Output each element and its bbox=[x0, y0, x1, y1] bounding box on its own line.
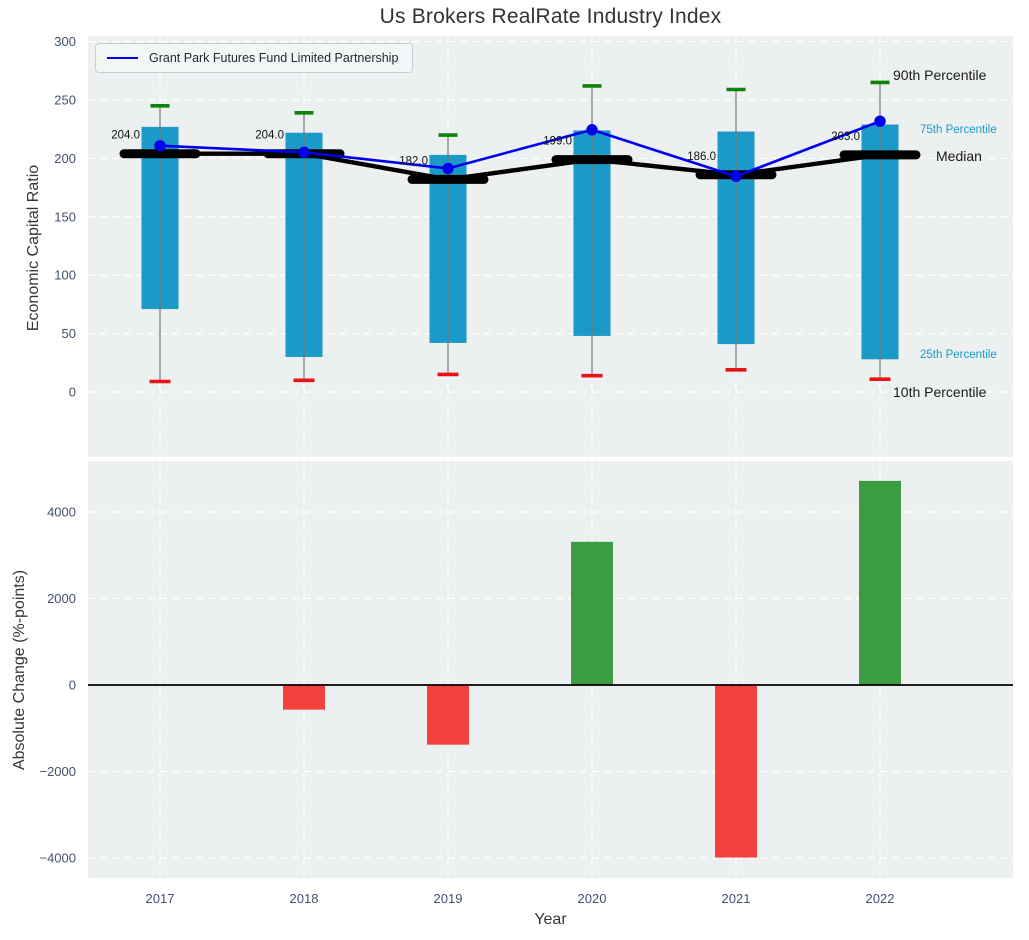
x-tick-2022: 2022 bbox=[866, 891, 895, 906]
change-bar-2020 bbox=[571, 541, 613, 685]
bottom-y-tick-4000: 4000 bbox=[47, 505, 76, 520]
bottom-y-tick--2000: −2000 bbox=[39, 764, 76, 779]
top-y-tick-0: 0 bbox=[69, 385, 76, 400]
label-90th-percentile: 90th Percentile bbox=[893, 67, 987, 83]
top-y-tick-150: 150 bbox=[54, 209, 76, 224]
company-point-2017 bbox=[154, 139, 166, 152]
chart-title: Us Brokers RealRate Industry Index bbox=[379, 5, 722, 28]
change-bar-2021 bbox=[715, 685, 757, 858]
x-axis-label: Year bbox=[534, 911, 567, 928]
median-annotation-2020: 199.0 bbox=[543, 136, 572, 148]
median-annotation-2022: 203.0 bbox=[831, 131, 860, 143]
company-point-2019 bbox=[442, 162, 454, 175]
x-tick-2021: 2021 bbox=[722, 891, 751, 906]
company-point-2022 bbox=[874, 115, 886, 127]
label-75th-percentile: 75th Percentile bbox=[920, 124, 997, 136]
bottom-y-tick-0: 0 bbox=[69, 678, 76, 693]
x-tick-2019: 2019 bbox=[434, 891, 463, 906]
label-median: Median bbox=[936, 148, 982, 164]
median-annotation-2018: 204.0 bbox=[255, 130, 284, 142]
top-y-tick-300: 300 bbox=[54, 34, 76, 49]
change-bar-2018 bbox=[283, 685, 325, 710]
median-annotation-2017: 204.0 bbox=[111, 130, 140, 142]
top-plot-background bbox=[88, 36, 1013, 457]
legend-series-label: Grant Park Futures Fund Limited Partners… bbox=[149, 51, 399, 65]
x-tick-2018: 2018 bbox=[290, 891, 319, 906]
company-line bbox=[159, 120, 881, 178]
company-point-2021 bbox=[730, 170, 742, 183]
bottom-y-tick--4000: −4000 bbox=[39, 851, 76, 866]
bottom-y-axis-label: Absolute Change (%-points) bbox=[11, 569, 28, 771]
bottom-y-tick-2000: 2000 bbox=[47, 591, 76, 606]
company-point-2020 bbox=[586, 124, 598, 136]
top-y-tick-200: 200 bbox=[54, 151, 76, 166]
label-10th-percentile: 10th Percentile bbox=[893, 384, 987, 400]
change-bar-2022 bbox=[859, 480, 901, 685]
legend: Grant Park Futures Fund Limited Partners… bbox=[95, 43, 414, 73]
legend-line-sample bbox=[107, 57, 138, 59]
median-annotation-2021: 186.0 bbox=[687, 151, 716, 163]
top-y-axis-label: Economic Capital Ratio bbox=[25, 164, 42, 332]
x-tick-2020: 2020 bbox=[578, 891, 607, 906]
label-25th-percentile: 25th Percentile bbox=[920, 349, 997, 361]
x-tick-2017: 2017 bbox=[146, 891, 175, 906]
change-bar-2019 bbox=[427, 685, 469, 745]
median-annotation-2019: 182.0 bbox=[399, 155, 428, 167]
top-y-tick-100: 100 bbox=[54, 268, 76, 283]
bottom-plot-background bbox=[88, 461, 1013, 878]
top-y-tick-250: 250 bbox=[54, 93, 76, 108]
top-y-tick-50: 50 bbox=[62, 326, 76, 341]
company-point-2018 bbox=[298, 146, 310, 159]
